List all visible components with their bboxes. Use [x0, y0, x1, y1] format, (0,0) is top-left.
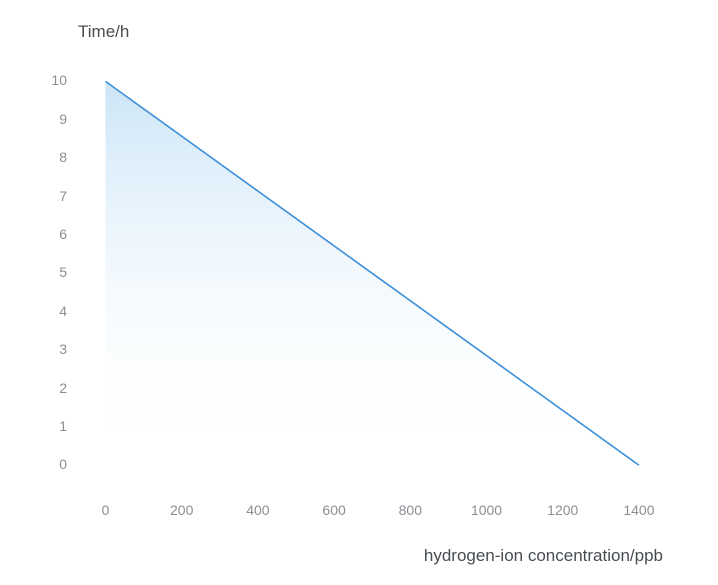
x-tick-label: 600	[309, 502, 359, 518]
y-tick-label: 1	[27, 418, 67, 434]
chart-svg	[0, 0, 718, 585]
y-tick-label: 5	[27, 264, 67, 280]
y-tick-label: 2	[27, 380, 67, 396]
x-axis-title: hydrogen-ion concentration/ppb	[424, 546, 663, 566]
x-tick-label: 1000	[462, 502, 512, 518]
y-tick-label: 6	[27, 226, 67, 242]
x-tick-label: 1200	[538, 502, 588, 518]
y-tick-label: 3	[27, 341, 67, 357]
y-tick-label: 7	[27, 188, 67, 204]
y-tick-label: 0	[27, 456, 67, 472]
y-tick-label: 4	[27, 303, 67, 319]
x-tick-label: 0	[80, 502, 130, 518]
y-tick-label: 9	[27, 111, 67, 127]
x-tick-label: 1400	[614, 502, 664, 518]
x-tick-label: 400	[233, 502, 283, 518]
x-tick-label: 200	[157, 502, 207, 518]
x-tick-label: 800	[385, 502, 435, 518]
y-tick-label: 8	[27, 149, 67, 165]
chart-container: Time/h 012345678910 02004006008001000120…	[0, 0, 718, 585]
y-tick-label: 10	[27, 72, 67, 88]
